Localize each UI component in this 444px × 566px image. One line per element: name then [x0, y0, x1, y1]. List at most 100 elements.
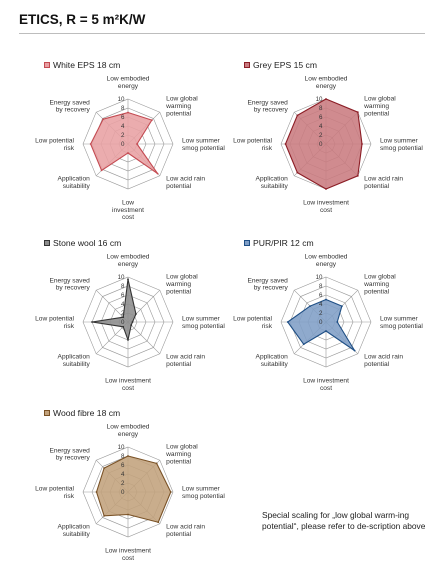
axis-spoke: [127, 321, 161, 355]
axis-label: Low potential risk: [35, 316, 75, 330]
axis-label: Low acid rain potential: [166, 176, 205, 190]
data-point: [122, 325, 125, 328]
axis-label: Energy saved by recovery: [49, 447, 90, 461]
chart-title-pur-pir: PUR/PIR 12 cm: [244, 238, 314, 248]
data-point: [284, 143, 287, 145]
tick-label: 8: [319, 283, 323, 290]
data-point: [157, 521, 160, 524]
axis-label: Low potential risk: [35, 138, 75, 152]
axis-label: Application suitability: [256, 176, 289, 190]
chart-title-wood-fibre: Wood fibre 18 cm: [44, 408, 120, 418]
tick-label: 0: [121, 141, 125, 148]
legend-swatch: [244, 240, 250, 246]
tick-label: 10: [118, 274, 125, 281]
data-point: [341, 305, 343, 307]
data-point: [169, 491, 172, 493]
data-point: [89, 143, 92, 145]
title-divider: [19, 33, 425, 34]
axis-label: Low global warming potential: [363, 274, 396, 296]
axis-label: Application suitability: [58, 524, 91, 538]
data-point: [302, 343, 305, 346]
axis-label: Low investment cost: [105, 377, 151, 391]
data-point: [325, 188, 327, 190]
axis-label: Low embodied energy: [107, 76, 150, 90]
axis-label: Low summer smog potential: [182, 486, 225, 500]
chart-title-text: Grey EPS 15 cm: [253, 60, 317, 70]
tick-label: 2: [121, 132, 125, 139]
axis-label: Application suitability: [58, 354, 91, 368]
data-point: [136, 143, 138, 145]
data-point: [103, 467, 106, 470]
legend-swatch: [44, 240, 50, 246]
axis-label: Low global warming potential: [165, 274, 198, 296]
data-point: [150, 119, 153, 122]
tick-label: 0: [121, 489, 125, 496]
chart-title-stone-wool: Stone wool 16 cm: [44, 238, 121, 248]
data-point: [286, 321, 289, 323]
data-point: [130, 324, 133, 327]
data-point: [336, 321, 339, 323]
data-point: [325, 330, 327, 332]
chart-title-text: White EPS 18 cm: [53, 60, 121, 70]
tick-label: 4: [121, 301, 125, 308]
tick-label: 0: [319, 319, 323, 326]
axis-label: Energy saved by recovery: [247, 99, 288, 113]
tick-label: 6: [121, 462, 125, 469]
axis-label: Low potential risk: [233, 138, 273, 152]
data-point: [127, 513, 129, 516]
tick-label: 10: [316, 96, 323, 103]
tick-label: 2: [121, 480, 125, 487]
data-point: [325, 298, 327, 301]
axis-label: Low embodied energy: [305, 76, 348, 90]
axis-label: Low acid rain potential: [166, 524, 205, 538]
axis-label: Low investment cost: [303, 377, 349, 391]
axis-label: Low embodied energy: [107, 424, 150, 438]
data-point: [95, 491, 98, 493]
data-point: [296, 171, 299, 174]
tick-label: 10: [118, 444, 125, 451]
axis-label: Low global warming potential: [165, 96, 198, 118]
axis-label: Low global warming potential: [363, 96, 396, 118]
chart-title-text: Wood fibre 18 cm: [53, 408, 121, 418]
legend-swatch: [44, 410, 50, 416]
axis-label: Energy saved by recovery: [49, 277, 90, 291]
data-point: [131, 321, 134, 323]
axis-label: Low embodied energy: [107, 254, 150, 268]
chart-title-text: PUR/PIR 12 cm: [253, 238, 314, 248]
data-point: [135, 313, 137, 315]
page-title: ETICS, R = 5 m²K/W: [19, 12, 146, 27]
tick-label: 8: [121, 453, 125, 460]
tick-label: 6: [121, 114, 125, 121]
data-point: [155, 462, 158, 465]
legend-swatch: [44, 62, 50, 68]
data-point: [356, 111, 359, 114]
data-point: [102, 118, 105, 121]
legend-swatch: [244, 62, 250, 68]
tick-label: 6: [121, 292, 125, 299]
axis-label: Low summer smog potential: [380, 316, 423, 330]
tick-label: 4: [319, 301, 323, 308]
tick-label: 4: [121, 471, 125, 478]
data-point: [100, 169, 103, 172]
tick-label: 8: [319, 105, 323, 112]
data-point: [353, 349, 356, 352]
data-point: [296, 114, 299, 117]
tick-label: 6: [319, 292, 323, 299]
axis-label: Low investment cost: [105, 547, 151, 561]
axis-label: Low investment cost: [112, 199, 144, 221]
data-point: [103, 514, 106, 517]
tick-label: 8: [121, 105, 125, 112]
data-point: [127, 455, 129, 457]
tick-label: 2: [121, 310, 125, 317]
tick-label: 2: [319, 132, 323, 139]
tick-label: 2: [319, 310, 323, 317]
chart-title-white-eps: White EPS 18 cm: [44, 60, 120, 70]
tick-label: 10: [118, 96, 125, 103]
data-point: [309, 305, 311, 307]
data-point: [361, 143, 363, 145]
axis-label: Application suitability: [58, 176, 91, 190]
